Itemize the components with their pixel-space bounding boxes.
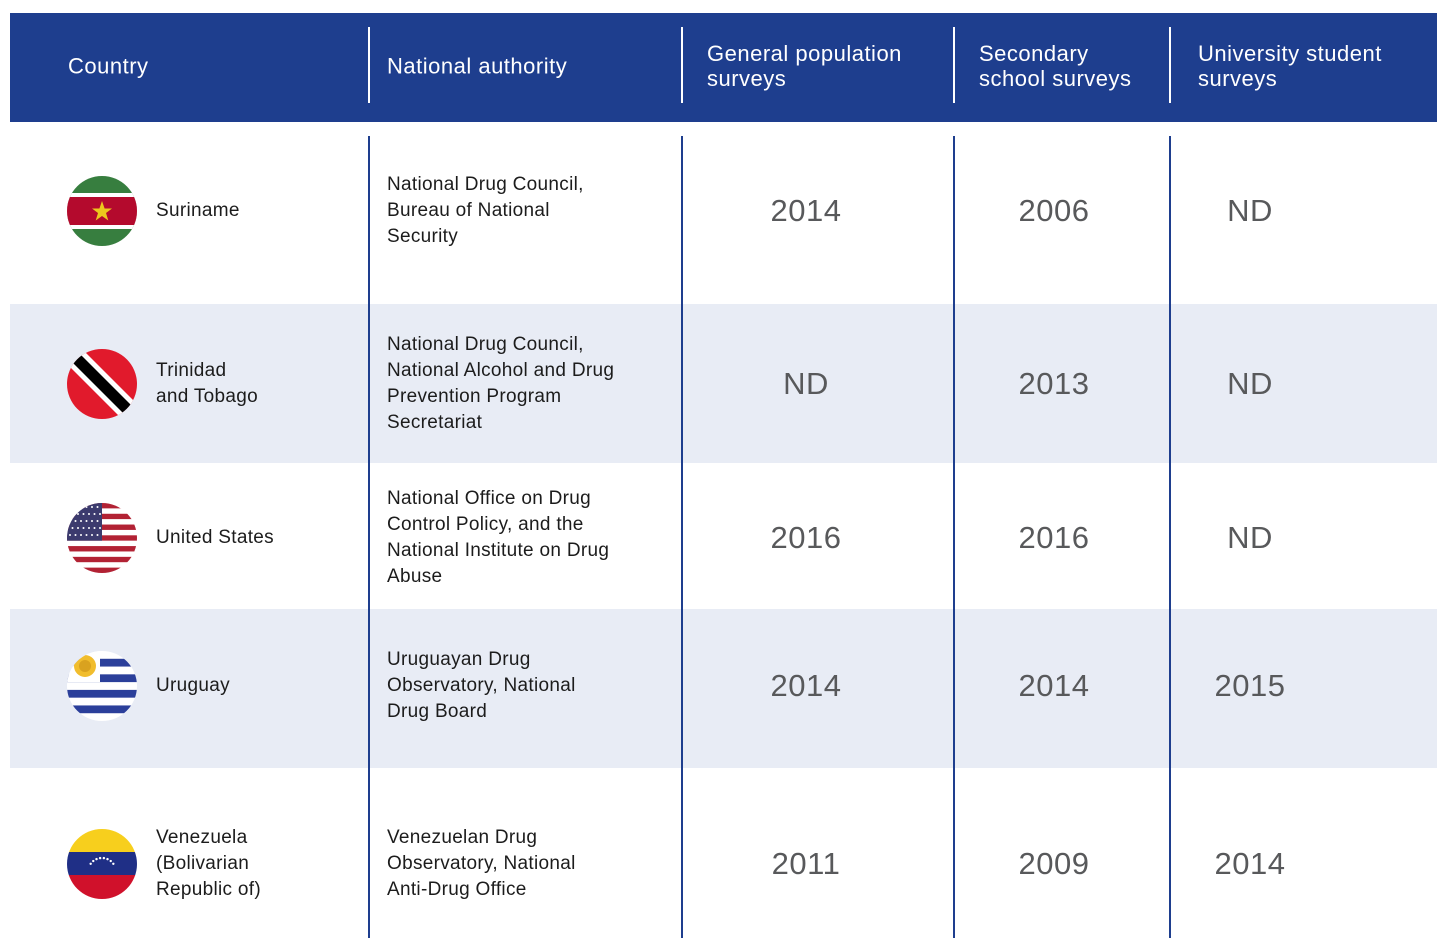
row-background	[10, 768, 1437, 938]
general-survey: 2014	[770, 668, 842, 703]
flag-icon	[67, 503, 137, 573]
country-name: Venezuela (Bolivarian Republic of)	[156, 827, 261, 900]
authority-name: National Drug Council, Bureau of Nationa…	[387, 174, 584, 247]
column-divider	[368, 136, 370, 938]
authority-name: National Office on Drug Control Policy, …	[387, 488, 610, 587]
university-survey: ND	[1227, 193, 1273, 228]
secondary-survey: 2016	[1018, 520, 1090, 555]
header-cell: General population surveys	[707, 41, 902, 91]
header-cell: Secondary school surveys	[979, 41, 1132, 91]
flag-icon	[67, 651, 137, 721]
flag-icon	[67, 829, 137, 899]
secondary-survey: 2013	[1018, 366, 1090, 401]
general-survey: 2011	[771, 846, 841, 881]
header-divider	[1169, 27, 1171, 103]
country-name: Uruguay	[156, 675, 230, 696]
secondary-survey: 2006	[1018, 193, 1090, 228]
university-survey: ND	[1227, 520, 1273, 555]
header-divider	[953, 27, 955, 103]
university-survey: 2014	[1214, 846, 1286, 881]
general-survey: 2016	[770, 520, 842, 555]
authority-name: National Drug Council, National Alcohol …	[387, 334, 615, 433]
general-survey: 2014	[770, 193, 842, 228]
row-background	[10, 122, 1437, 304]
university-survey: 2015	[1214, 668, 1286, 703]
country-name: Trinidad and Tobago	[156, 360, 258, 407]
authority-name: Uruguayan Drug Observatory, National Dru…	[387, 649, 576, 722]
general-survey: ND	[783, 366, 829, 401]
country-name: Suriname	[156, 200, 240, 221]
header-divider	[681, 27, 683, 103]
flag-icon	[67, 349, 137, 419]
column-divider	[953, 136, 955, 938]
header-band	[10, 13, 1437, 122]
secondary-survey: 2009	[1018, 846, 1090, 881]
university-survey: ND	[1227, 366, 1273, 401]
header-divider	[368, 27, 370, 103]
row-background	[10, 609, 1437, 768]
country-name: United States	[156, 527, 274, 548]
row-background	[10, 304, 1437, 463]
header-cell: National authority	[387, 53, 568, 79]
header-cell: University student surveys	[1198, 41, 1382, 91]
column-divider	[1169, 136, 1171, 938]
column-divider	[681, 136, 683, 938]
flag-icon	[67, 176, 137, 246]
secondary-survey: 2014	[1018, 668, 1090, 703]
header-cell: Country	[68, 53, 149, 79]
row-background	[10, 463, 1437, 609]
authority-name: Venezuelan Drug Observatory, National An…	[387, 827, 576, 900]
